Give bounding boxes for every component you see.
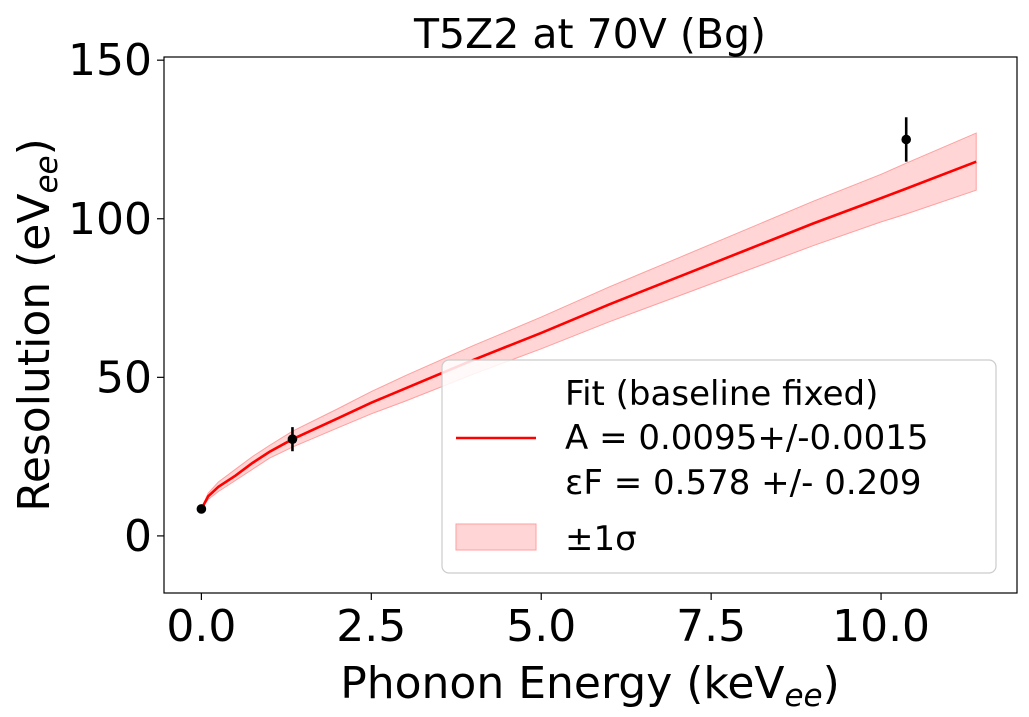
x-axis-label-main: Phonon Energy (keV bbox=[340, 658, 784, 709]
legend-fit-line2: A = 0.0095+/-0.0015 bbox=[565, 418, 929, 458]
y-tick-label: 100 bbox=[68, 194, 152, 245]
x-axis-label-end: ) bbox=[823, 658, 840, 709]
y-axis-ticks: 0 50 100 150 bbox=[68, 35, 164, 562]
x-tick-label: 0.0 bbox=[166, 601, 236, 652]
x-tick-label: 5.0 bbox=[506, 601, 576, 652]
legend-box bbox=[441, 359, 997, 574]
x-axis-label-subscript: ee bbox=[784, 678, 822, 714]
data-point-1 bbox=[287, 427, 298, 452]
x-tick-label: 7.5 bbox=[676, 601, 746, 652]
y-axis-label-main: Resolution (eV bbox=[9, 194, 60, 512]
data-point-2 bbox=[901, 117, 912, 162]
x-tick-label: 2.5 bbox=[336, 601, 406, 652]
data-point-0 bbox=[196, 504, 207, 514]
y-axis-label-end: ) bbox=[9, 138, 60, 155]
fit-line bbox=[200, 160, 977, 510]
legend-fit-line3: εF = 0.578 +/- 0.209 bbox=[565, 463, 922, 503]
legend-band-label: ±1σ bbox=[565, 519, 637, 559]
plot-frame bbox=[163, 56, 1018, 594]
y-tick-label: 150 bbox=[68, 35, 152, 86]
data-point-marker bbox=[287, 434, 298, 444]
x-axis-ticks: 0.0 2.5 5.0 7.5 10.0 bbox=[166, 593, 930, 652]
data-point-marker bbox=[901, 134, 912, 145]
chart-title: T5Z2 at 70V (Bg) bbox=[413, 10, 766, 58]
data-points bbox=[196, 117, 912, 514]
y-axis-label-subscript: ee bbox=[29, 155, 65, 193]
y-tick-label: 0 bbox=[124, 511, 152, 562]
data-point-marker bbox=[196, 504, 207, 514]
plot-area bbox=[196, 117, 977, 514]
x-tick-label: 10.0 bbox=[832, 601, 930, 652]
y-tick-label: 50 bbox=[96, 352, 152, 403]
y-axis-label: Resolution (eVee) bbox=[9, 138, 65, 512]
legend-band-swatch bbox=[455, 523, 537, 551]
legend-fit-line1: Fit (baseline fixed) bbox=[565, 374, 878, 414]
sigma-band bbox=[200, 132, 977, 510]
x-axis-label: Phonon Energy (keVee) bbox=[340, 658, 840, 714]
legend: Fit (baseline fixed) A = 0.0095+/-0.0015… bbox=[441, 359, 997, 574]
